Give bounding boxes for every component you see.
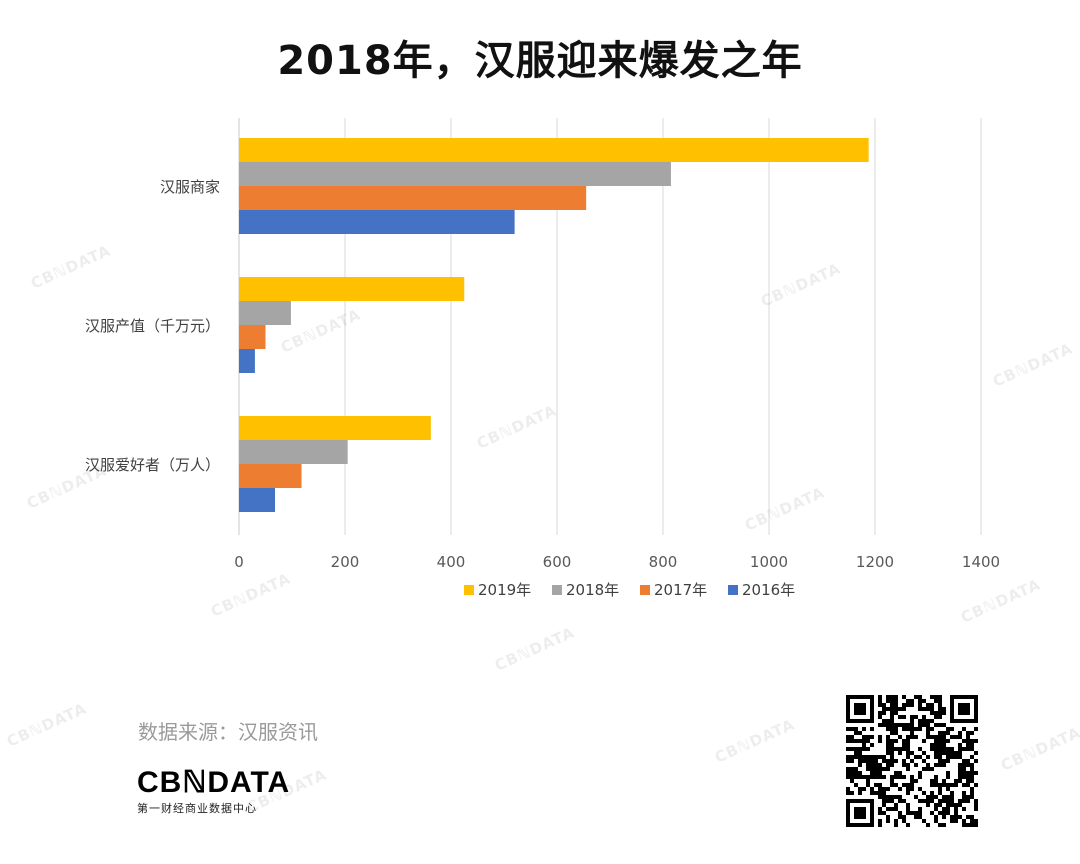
x-tick-label: 0 <box>234 553 244 571</box>
x-tick-label: 1400 <box>962 553 1000 571</box>
bars <box>239 138 869 512</box>
bar <box>239 186 587 210</box>
legend-swatch <box>640 585 650 595</box>
bar <box>239 349 255 373</box>
bar <box>239 277 465 301</box>
x-tick-label: 200 <box>331 553 360 571</box>
legend: 2019年 2018年 2017年 2016年 <box>464 581 795 599</box>
x-tick-label: 600 <box>543 553 572 571</box>
legend-label: 2019年 <box>478 581 531 599</box>
bar <box>239 210 515 234</box>
logo-name: CBℕDATA <box>137 766 291 799</box>
legend-label: 2018年 <box>566 581 619 599</box>
bar <box>239 301 291 325</box>
category-label: 汉服商家 <box>160 178 220 196</box>
bar <box>239 138 869 162</box>
x-tick-labels: 0 200 400 600 800 1000 1200 1400 <box>234 553 1000 571</box>
x-tick-label: 400 <box>437 553 466 571</box>
bar <box>239 325 266 349</box>
logo-subtitle: 第一财经商业数据中心 <box>137 802 257 815</box>
legend-swatch <box>728 585 738 595</box>
x-tick-label: 800 <box>649 553 678 571</box>
cbndata-logo: CBℕDATA 第一财经商业数据中心 <box>137 768 290 816</box>
category-label: 汉服产值（千万元） <box>85 317 220 335</box>
watermark: CBℕDATA <box>712 715 798 767</box>
x-tick-label: 1200 <box>856 553 894 571</box>
legend-label: 2017年 <box>654 581 707 599</box>
watermark: CBℕDATA <box>998 723 1080 775</box>
x-tick-label: 1000 <box>750 553 788 571</box>
bar <box>239 162 671 186</box>
legend-swatch <box>464 585 474 595</box>
data-source: 数据来源：汉服资讯 <box>138 720 318 744</box>
legend-label: 2016年 <box>742 581 795 599</box>
bar <box>239 416 431 440</box>
bar <box>239 440 348 464</box>
bar <box>239 488 276 512</box>
category-label: 汉服爱好者（万人） <box>85 456 220 474</box>
chart-title: 2018年，汉服迎来爆发之年 <box>277 38 803 84</box>
watermark: CBℕDATA <box>4 699 90 751</box>
legend-swatch <box>552 585 562 595</box>
qr-code-icon <box>846 695 978 827</box>
bar <box>239 464 302 488</box>
